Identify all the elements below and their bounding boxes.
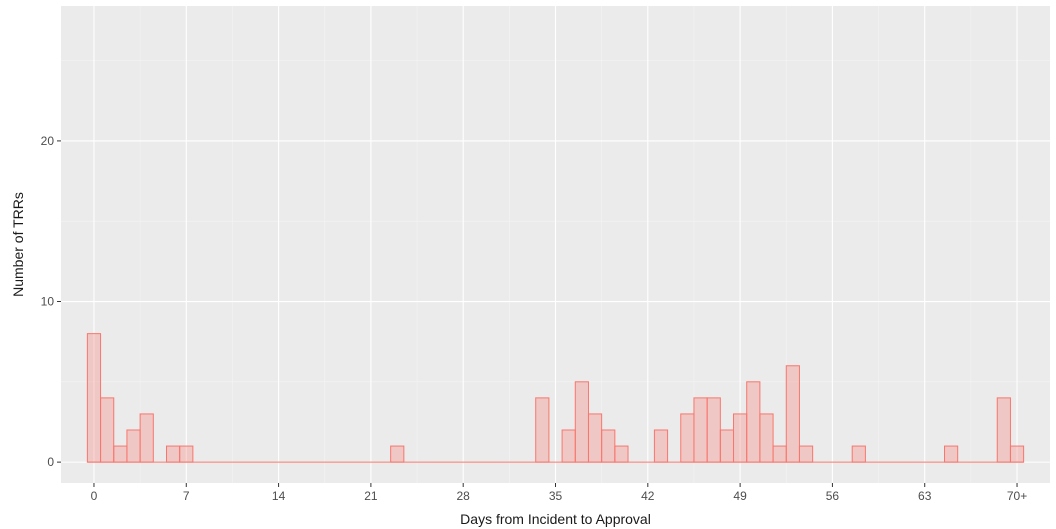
histogram-bar bbox=[746, 381, 761, 463]
axis-ticks bbox=[57, 140, 1018, 487]
histogram-bar bbox=[100, 397, 115, 463]
histogram-bar bbox=[693, 397, 708, 463]
histogram-bar bbox=[759, 413, 774, 463]
histogram-bar bbox=[772, 445, 787, 463]
histogram-bar bbox=[851, 445, 866, 463]
histogram-bar bbox=[179, 445, 194, 463]
x-tick-label: 42 bbox=[641, 489, 655, 503]
histogram-bar bbox=[587, 413, 603, 463]
x-tick-label: 35 bbox=[549, 489, 563, 503]
histogram-bar bbox=[680, 413, 695, 463]
histogram-bar bbox=[535, 397, 550, 463]
x-tick-label: 21 bbox=[364, 489, 378, 503]
histogram-bar bbox=[653, 429, 669, 463]
histogram-bar bbox=[139, 413, 154, 463]
x-axis-title: Days from Incident to Approval bbox=[460, 511, 651, 527]
histogram-bar bbox=[561, 429, 576, 463]
x-tick-label: 70+ bbox=[1007, 489, 1027, 503]
histogram-bar bbox=[1009, 445, 1025, 463]
x-tick-label: 56 bbox=[826, 489, 840, 503]
histogram-bar bbox=[86, 333, 102, 463]
histogram-bar bbox=[614, 445, 629, 463]
x-tick-label: 7 bbox=[183, 489, 190, 503]
histogram-bar bbox=[601, 429, 616, 463]
histogram-bar bbox=[706, 397, 721, 463]
histogram-bar bbox=[126, 429, 141, 463]
histogram-bar bbox=[390, 445, 405, 463]
histogram-bar bbox=[733, 413, 748, 463]
y-axis-title: Number of TRRs bbox=[10, 192, 26, 297]
x-tick-label: 14 bbox=[272, 489, 286, 503]
x-tick-label: 0 bbox=[91, 489, 98, 503]
histogram-bar bbox=[719, 429, 735, 463]
y-tick-label: 20 bbox=[41, 134, 55, 148]
x-tick-label: 49 bbox=[733, 489, 747, 503]
histogram-bar bbox=[113, 445, 128, 463]
histogram-bar bbox=[165, 445, 181, 463]
major-gridlines bbox=[61, 6, 1050, 483]
x-tick-label: 63 bbox=[918, 489, 932, 503]
histogram-bar bbox=[574, 381, 589, 463]
histogram-bar bbox=[798, 445, 814, 463]
histogram-bar bbox=[996, 397, 1011, 463]
histogram-bar bbox=[944, 445, 959, 463]
x-tick-label: 28 bbox=[457, 489, 471, 503]
y-tick-label: 10 bbox=[41, 295, 55, 309]
histogram-bars bbox=[86, 333, 1025, 463]
histogram-bar bbox=[785, 365, 800, 463]
axis-tick-labels: 0 7 14 21 28 35 42 49 56 63 70+ 0 10 20 bbox=[41, 134, 1028, 503]
y-tick-label: 0 bbox=[47, 455, 54, 469]
